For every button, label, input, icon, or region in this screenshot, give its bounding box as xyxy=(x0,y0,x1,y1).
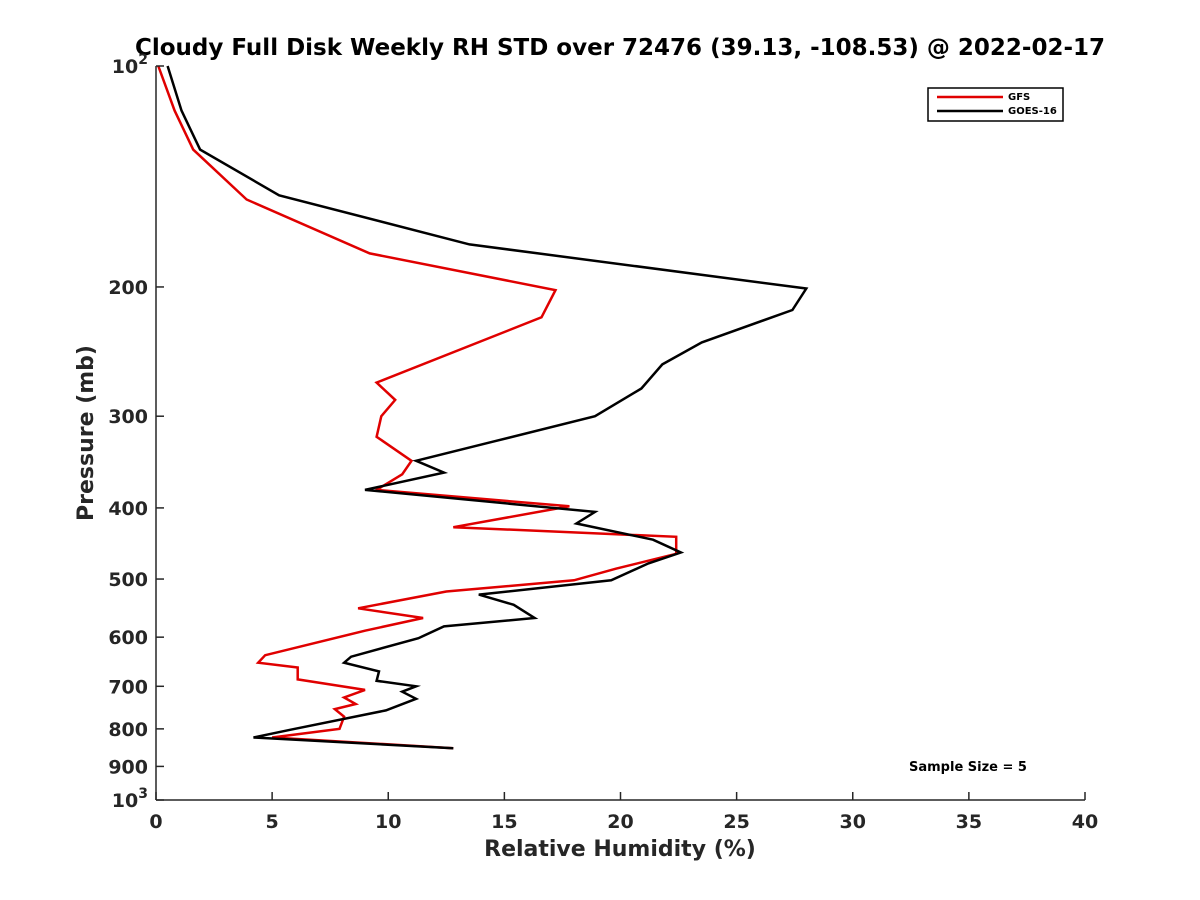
x-tick-label: 30 xyxy=(840,811,866,833)
x-tick-label: 5 xyxy=(266,811,279,833)
y-tick-label: 400 xyxy=(108,498,148,520)
y-tick-label: 102 xyxy=(112,52,148,78)
y-axis-ticks: 102 200 300 400 500 600 700 800 900 103 xyxy=(108,52,164,812)
legend-box xyxy=(927,87,1064,122)
y-tick-label: 300 xyxy=(108,406,148,428)
y-tick-label: 800 xyxy=(108,719,148,741)
x-tick-label: 25 xyxy=(723,811,749,833)
x-tick-label: 15 xyxy=(491,811,517,833)
series-line-goes16 xyxy=(166,65,809,750)
x-axis-label: Relative Humidity (%) xyxy=(484,837,756,862)
x-axis-ticks: 0 5 10 15 20 25 30 35 40 xyxy=(149,792,1098,833)
y-tick-label: 200 xyxy=(108,277,148,299)
y-tick-label: 900 xyxy=(108,756,148,778)
series-line-gfs xyxy=(157,65,678,750)
sample-size-annotation: Sample Size = 5 xyxy=(909,760,1027,775)
chart-title: Cloudy Full Disk Weekly RH STD over 7247… xyxy=(135,35,1105,61)
y-axis-label: Pressure (mb) xyxy=(74,345,99,521)
y-tick-label: 500 xyxy=(108,569,148,591)
legend: GFS GOES-16 xyxy=(927,87,1064,122)
legend-label-goes16: GOES-16 xyxy=(1008,106,1057,117)
x-tick-label: 0 xyxy=(149,811,162,833)
legend-label-gfs: GFS xyxy=(1008,92,1030,103)
x-tick-label: 40 xyxy=(1072,811,1098,833)
x-tick-label: 35 xyxy=(956,811,982,833)
y-tick-label: 700 xyxy=(108,676,148,698)
y-tick-label: 103 xyxy=(112,786,148,812)
y-tick-label: 600 xyxy=(108,627,148,649)
series-layer xyxy=(157,65,809,750)
x-tick-label: 10 xyxy=(375,811,401,833)
x-tick-label: 20 xyxy=(607,811,633,833)
